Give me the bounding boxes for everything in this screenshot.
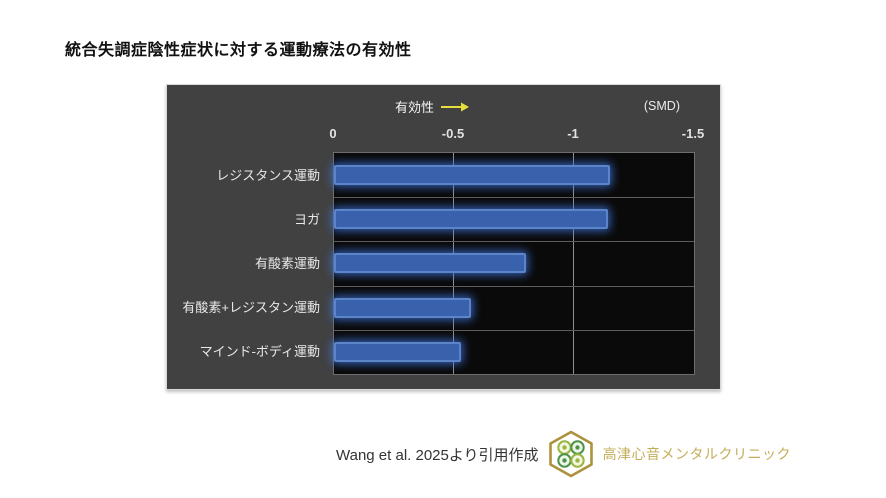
x-axis: 0 -0.5 -1 -1.5 bbox=[167, 126, 720, 142]
axis-tick: -1.5 bbox=[681, 126, 705, 141]
axis-tick: -0.5 bbox=[441, 126, 465, 141]
chart-panel: 有効性 (SMD) 0 -0.5 -1 -1.5 レジスタンス運動ヨガ有酸素運動有酸素… bbox=[166, 84, 721, 390]
row-separator bbox=[334, 285, 694, 287]
bar-row bbox=[334, 286, 694, 330]
category-label: ヨガ bbox=[293, 211, 320, 227]
bar-row bbox=[334, 153, 694, 197]
right-arrow-icon bbox=[441, 102, 470, 111]
unit-label: (SMD) bbox=[643, 99, 680, 113]
clinic-name: 高津心音メンタルクリニック bbox=[602, 446, 792, 462]
category-label: マインド-ボディ運動 bbox=[199, 344, 320, 360]
plot-area bbox=[333, 152, 695, 375]
bar bbox=[334, 253, 526, 274]
effectiveness-direction-label: 有効性 bbox=[395, 97, 470, 116]
row-separator bbox=[334, 197, 694, 199]
axis-tick: -1 bbox=[567, 126, 579, 141]
bar bbox=[334, 297, 471, 318]
bar-series bbox=[334, 153, 694, 374]
row-separator bbox=[334, 329, 694, 331]
footer: Wang et al. 2025より引用作成 高津心音メンタルクリニック bbox=[336, 430, 791, 478]
citation-text: Wang et al. 2025より引用作成 bbox=[336, 446, 539, 464]
bar bbox=[334, 209, 608, 230]
bar-row bbox=[334, 241, 694, 285]
bar bbox=[334, 165, 610, 186]
page-title: 統合失調症陰性症状に対する運動療法の有効性 bbox=[65, 42, 412, 59]
gridline-minus-1 bbox=[573, 153, 574, 374]
clinic-logo-clover-hexagon-icon bbox=[548, 430, 593, 478]
category-label: 有酸素運動 bbox=[254, 255, 320, 271]
category-label: 有酸素+レジスタン運動 bbox=[182, 300, 320, 316]
row-separator bbox=[334, 241, 694, 243]
bar bbox=[334, 341, 462, 362]
direction-label-text: 有効性 bbox=[395, 100, 435, 115]
axis-tick: 0 bbox=[329, 126, 337, 141]
bar-row bbox=[334, 330, 694, 374]
category-label: レジスタンス運動 bbox=[216, 167, 320, 183]
category-axis: レジスタンス運動ヨガ有酸素運動有酸素+レジスタン運動マインド-ボディ運動 bbox=[167, 152, 327, 373]
bar-row bbox=[334, 197, 694, 241]
